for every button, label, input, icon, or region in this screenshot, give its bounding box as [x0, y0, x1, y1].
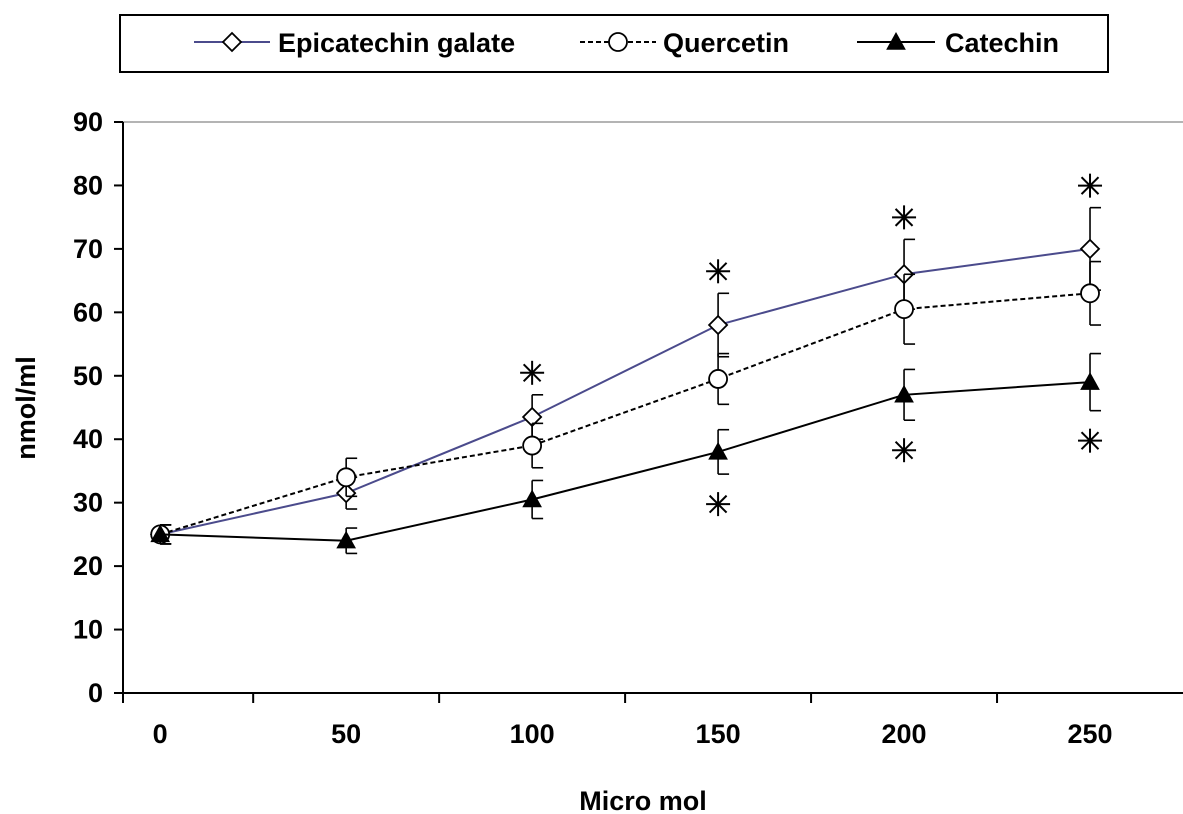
significance-asterisk — [520, 360, 545, 385]
significance-asterisk — [1078, 428, 1103, 453]
y-tick-label: 20 — [73, 551, 103, 581]
asterisk-stroke — [522, 363, 542, 383]
x-tick-label: 150 — [696, 719, 741, 749]
y-tick-label: 30 — [73, 488, 103, 518]
legend-label: Quercetin — [663, 28, 789, 58]
legend-swatch-marker — [608, 32, 628, 52]
significance-asterisk — [706, 259, 731, 284]
legend-swatch-marker — [886, 31, 906, 50]
legend-swatch-marker — [221, 31, 243, 53]
asterisk-stroke — [708, 494, 728, 514]
x-tick-label: 100 — [510, 719, 555, 749]
data-point — [336, 530, 357, 549]
series-line — [159, 247, 1091, 536]
data-point — [150, 524, 171, 543]
y-tick-label: 40 — [73, 424, 103, 454]
data-point — [522, 435, 543, 456]
series-quercetin — [150, 260, 1102, 545]
data-point — [522, 489, 542, 508]
asterisk-stroke — [894, 208, 914, 227]
x-tick-label: 250 — [1067, 719, 1112, 749]
y-tick-label: 70 — [73, 234, 103, 264]
data-point — [1080, 283, 1100, 304]
significance-asterisk — [892, 438, 917, 463]
y-tick-label: 10 — [73, 615, 103, 645]
y-tick-label: 0 — [88, 678, 103, 708]
series-line — [160, 381, 1091, 542]
y-tick-label: 50 — [73, 361, 103, 391]
y-tick-label: 80 — [73, 170, 103, 200]
asterisk-stroke — [894, 440, 914, 460]
data-point — [1079, 238, 1101, 260]
asterisk-stroke — [708, 262, 728, 281]
series-epicatechin-galate — [149, 173, 1103, 545]
legend-item-quercetin: Quercetin — [580, 28, 789, 58]
data-point — [336, 467, 357, 488]
legend-label: Epicatechin galate — [278, 28, 515, 58]
y-tick-label: 60 — [73, 297, 103, 327]
y-axis-title: nmol/ml — [11, 356, 41, 460]
data-point — [708, 441, 728, 460]
legend-label: Catechin — [945, 28, 1059, 58]
series-catechin — [150, 352, 1103, 555]
series-line — [159, 292, 1091, 536]
x-tick-label: 50 — [331, 719, 361, 749]
asterisk-stroke — [1080, 431, 1100, 450]
plot-area — [149, 173, 1103, 555]
x-tick-label: 0 — [153, 719, 168, 749]
data-point — [894, 299, 914, 320]
x-axis-title: Micro mol — [579, 786, 707, 814]
significance-asterisk — [892, 205, 917, 230]
y-tick-label: 90 — [73, 107, 103, 137]
significance-asterisk — [706, 492, 731, 517]
legend-item-catechin: Catechin — [857, 28, 1059, 58]
data-point — [708, 369, 728, 389]
legend: Epicatechin galate Quercetin Catechin — [119, 14, 1109, 73]
significance-asterisk — [1078, 173, 1103, 198]
data-point — [707, 314, 729, 336]
data-point — [1080, 372, 1100, 390]
asterisk-stroke — [1080, 176, 1100, 195]
data-point — [894, 384, 914, 403]
axes: 0 10 20 30 40 50 60 70 80 90 0 50 100 150 200 250 — [73, 107, 1183, 749]
x-tick-label: 200 — [882, 719, 927, 749]
legend-item-epicatechin-galate: Epicatechin galate — [194, 28, 515, 58]
